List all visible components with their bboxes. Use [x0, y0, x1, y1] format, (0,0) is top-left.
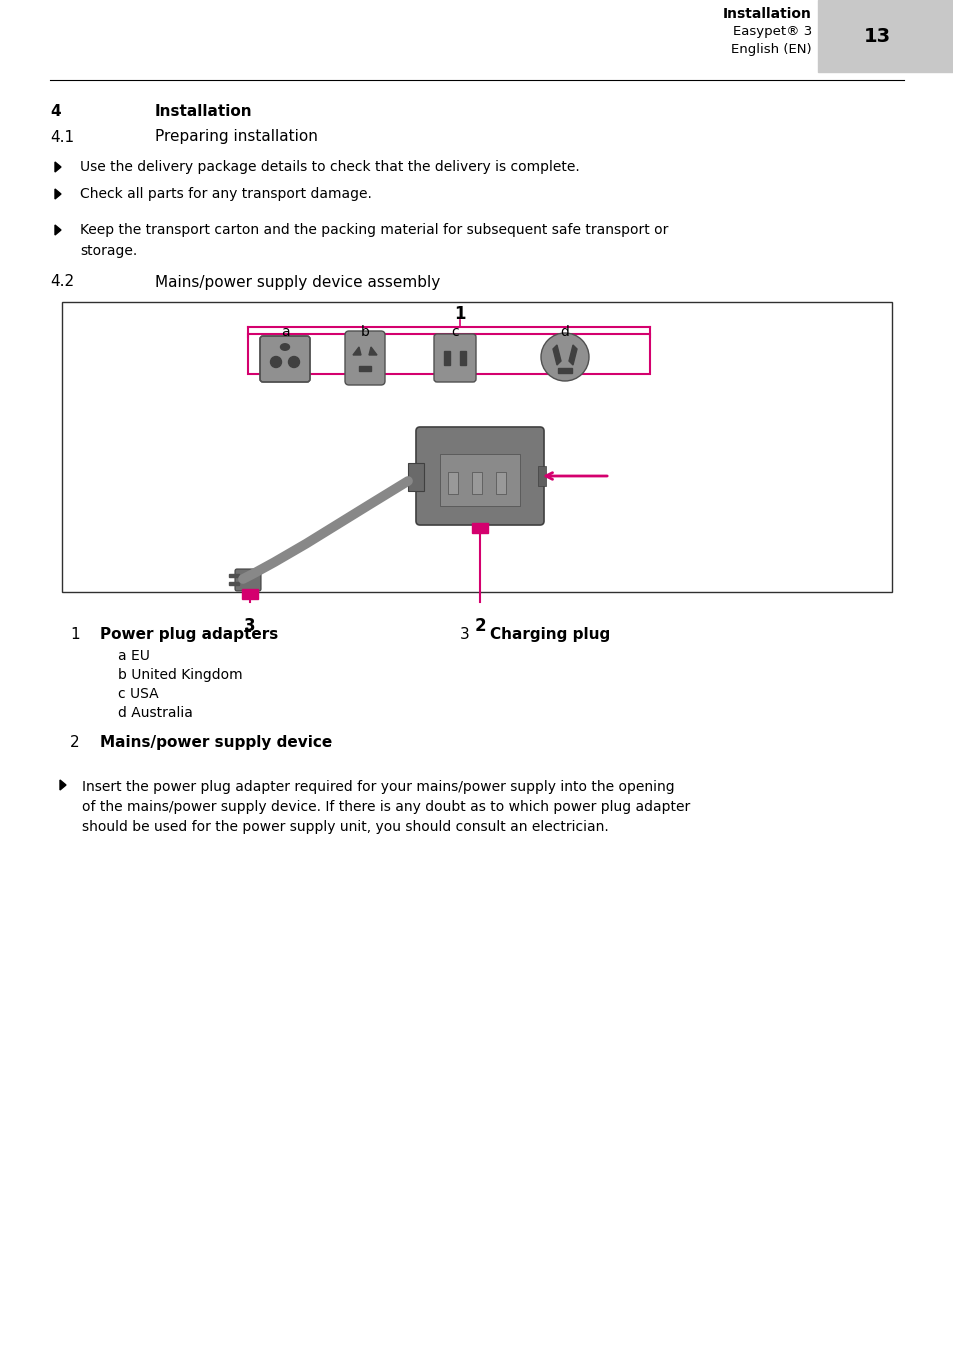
Polygon shape — [353, 347, 360, 356]
Text: Keep the transport carton and the packing material for subsequent safe transport: Keep the transport carton and the packin… — [80, 223, 668, 237]
Bar — [408, 462, 423, 491]
FancyBboxPatch shape — [345, 331, 385, 385]
Circle shape — [288, 357, 299, 368]
Text: storage.: storage. — [80, 243, 137, 258]
Polygon shape — [55, 162, 61, 172]
Bar — [448, 472, 457, 493]
Bar — [537, 466, 545, 485]
Text: English (EN): English (EN) — [731, 43, 811, 57]
FancyBboxPatch shape — [416, 427, 543, 525]
Text: 3: 3 — [459, 627, 469, 642]
Text: 2: 2 — [474, 617, 485, 635]
Text: Power plug adapters: Power plug adapters — [100, 627, 278, 642]
Bar — [242, 589, 257, 599]
Text: Installation: Installation — [722, 7, 811, 22]
Text: d Australia: d Australia — [118, 706, 193, 721]
Text: Charging plug: Charging plug — [490, 627, 610, 642]
Bar — [358, 366, 371, 370]
Bar — [439, 454, 519, 506]
Polygon shape — [369, 347, 376, 356]
Bar — [229, 575, 239, 577]
Text: 2: 2 — [70, 735, 79, 750]
Polygon shape — [55, 189, 61, 199]
Text: 1: 1 — [454, 306, 465, 323]
Text: Use the delivery package details to check that the delivery is complete.: Use the delivery package details to chec… — [80, 160, 579, 174]
Polygon shape — [60, 780, 66, 790]
Bar — [229, 581, 239, 585]
Bar — [459, 352, 465, 365]
Polygon shape — [568, 345, 577, 365]
Text: b United Kingdom: b United Kingdom — [118, 668, 242, 681]
Text: a: a — [280, 324, 289, 339]
Bar — [298, 342, 307, 352]
Text: should be used for the power supply unit, you should consult an electrician.: should be used for the power supply unit… — [82, 821, 608, 834]
Text: Installation: Installation — [154, 104, 253, 119]
FancyBboxPatch shape — [260, 337, 310, 383]
Text: c USA: c USA — [118, 687, 158, 700]
Text: of the mains/power supply device. If there is any doubt as to which power plug a: of the mains/power supply device. If the… — [82, 800, 690, 814]
Bar — [443, 352, 450, 365]
Bar — [472, 523, 488, 533]
Circle shape — [540, 333, 588, 381]
Text: Mains/power supply device assembly: Mains/power supply device assembly — [154, 274, 439, 289]
FancyBboxPatch shape — [434, 334, 476, 383]
Bar — [558, 368, 572, 373]
Text: 4: 4 — [50, 104, 61, 119]
Text: Check all parts for any transport damage.: Check all parts for any transport damage… — [80, 187, 372, 201]
Bar — [263, 342, 271, 352]
FancyBboxPatch shape — [234, 569, 261, 591]
Bar — [62, 301, 891, 592]
Polygon shape — [55, 224, 61, 235]
Text: a EU: a EU — [118, 649, 150, 662]
Bar — [248, 334, 649, 375]
Text: 13: 13 — [862, 27, 890, 46]
Text: Easypet® 3: Easypet® 3 — [732, 26, 811, 38]
Text: 4.1: 4.1 — [50, 130, 74, 145]
Text: c: c — [451, 324, 458, 339]
Text: b: b — [360, 324, 369, 339]
Polygon shape — [553, 345, 560, 365]
Text: Mains/power supply device: Mains/power supply device — [100, 735, 332, 750]
Text: 4.2: 4.2 — [50, 274, 74, 289]
Text: 3: 3 — [244, 617, 255, 635]
Circle shape — [271, 357, 281, 368]
Text: 1: 1 — [70, 627, 79, 642]
Text: d: d — [560, 324, 569, 339]
Text: Preparing installation: Preparing installation — [154, 130, 317, 145]
Text: Insert the power plug adapter required for your mains/power supply into the open: Insert the power plug adapter required f… — [82, 780, 674, 794]
Bar — [472, 472, 481, 493]
Ellipse shape — [280, 343, 289, 350]
Bar — [496, 472, 505, 493]
Bar — [817, 0, 953, 72]
